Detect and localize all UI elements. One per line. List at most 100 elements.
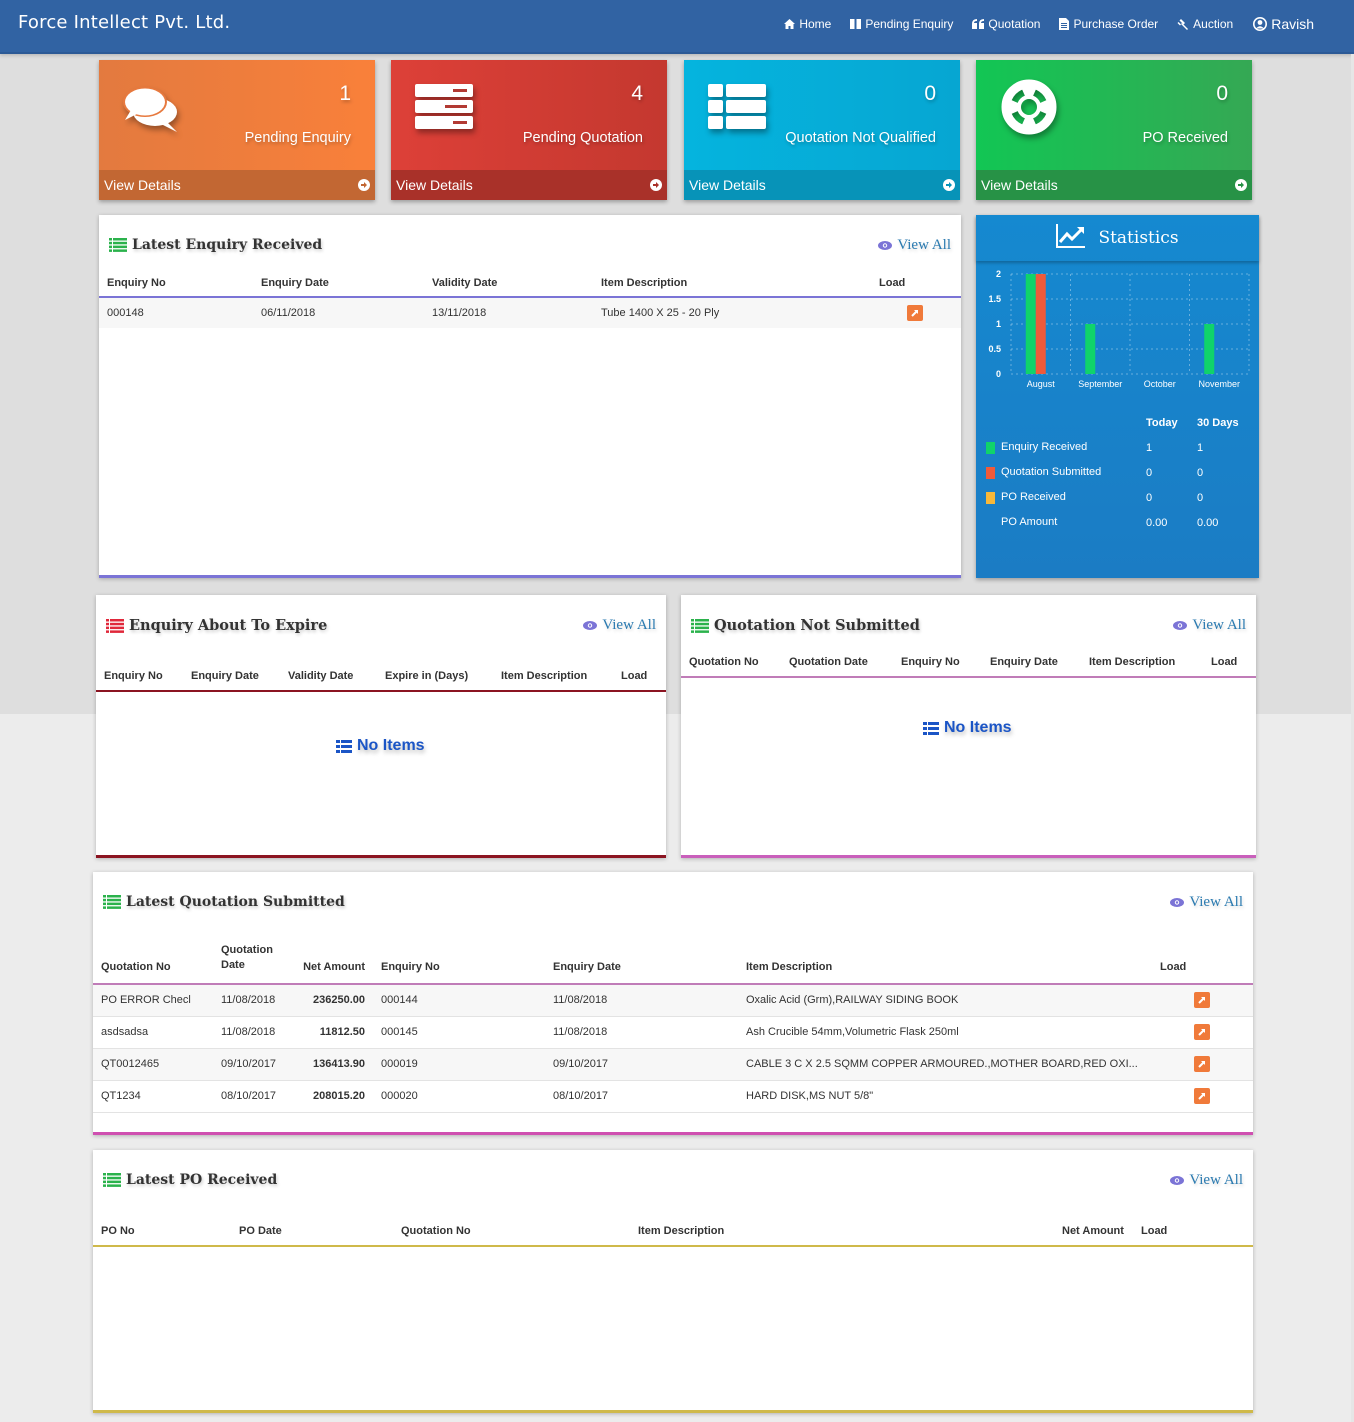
view-details-label: View Details (689, 177, 766, 193)
nav-quotation[interactable]: Quotation (972, 17, 1040, 31)
stats-30days: 0 (1197, 491, 1204, 504)
cell-enquiry-no: 000148 (107, 307, 144, 319)
eye-icon (583, 621, 598, 630)
stats-label: PO Amount (986, 510, 1146, 535)
tile-body: 0 PO Received (976, 60, 1252, 170)
view-all-link[interactable]: View All (878, 237, 951, 254)
view-all-label: View All (602, 617, 656, 633)
cell-enquiry-no: 000144 (381, 994, 418, 1007)
view-all-link[interactable]: View All (583, 617, 656, 634)
cell-item-description: HARD DISK,MS NUT 5/8" (746, 1090, 874, 1102)
cell-quotation-date: 08/10/2017 (221, 1090, 277, 1102)
external-link-icon[interactable] (907, 305, 923, 321)
nav-pending-enquiry[interactable]: Pending Enquiry (850, 17, 953, 31)
view-details-label: View Details (396, 177, 473, 193)
col-net-amount: Net Amount (1062, 1224, 1124, 1237)
cell-enquiry-no: 000020 (381, 1090, 418, 1102)
external-link-icon[interactable] (1194, 1056, 1210, 1072)
user-circle-icon (1253, 17, 1268, 31)
cell-load (1160, 1048, 1253, 1080)
cell-enquiry-date: 11/08/2018 (553, 994, 608, 1007)
table-row: QT1234 08/10/2017 208015.20 000020 08/10/201… (93, 1080, 1253, 1112)
tile-count: 1 (339, 82, 351, 105)
columns-icon (850, 19, 862, 29)
arrow-circle-right-icon (943, 179, 955, 191)
col-enquiry-no: Enquiry No (901, 655, 960, 668)
col-quotation-no: Quotation No (401, 1224, 471, 1237)
cell-item-description: Tube 1400 X 25 - 20 Ply (601, 307, 720, 319)
list-icon (103, 895, 121, 909)
legend-swatch (986, 466, 995, 479)
stats-today: 0 (1146, 491, 1153, 504)
stats-30days: 1 (1197, 441, 1204, 454)
svg-text:September: September (1078, 379, 1122, 389)
tile-pending-quotation: 4 Pending Quotation View Details (391, 60, 667, 200)
user-menu[interactable]: Ravish (1253, 16, 1314, 32)
view-all-label: View All (897, 237, 951, 253)
stats-row-enquiry-received: Enquiry Received 1 1 (986, 435, 1239, 460)
col-quotation-date: Quotation Date (789, 655, 868, 668)
legend-swatch (986, 441, 995, 454)
cell-enquiry-date: 06/11/2018 (261, 307, 316, 319)
server-icon (415, 84, 477, 138)
col-expire-days: Expire in (Days) (385, 669, 469, 682)
gavel-icon (1177, 18, 1189, 30)
col-enquiry-date: Enquiry Date (261, 276, 329, 289)
panel-title: Latest Quotation Submitted (103, 894, 345, 910)
nav-purchase-order-label: Purchase Order (1073, 17, 1159, 31)
view-details-link[interactable]: View Details (684, 170, 960, 200)
no-items-text: No Items (944, 719, 1012, 736)
stats-today: 1 (1146, 441, 1153, 454)
view-all-link[interactable]: View All (1170, 894, 1243, 911)
tile-body: 1 Pending Enquiry (99, 60, 375, 170)
quotation-not-submitted-table: Quotation No Quotation Date Enquiry No E… (681, 647, 1256, 678)
col-validity-date: Validity Date (288, 669, 354, 682)
tile-label: Pending Enquiry (244, 130, 351, 146)
brand-name[interactable]: Force Intellect Pvt. Ltd. (18, 12, 231, 33)
cell-load (879, 297, 961, 328)
top-navbar: Force Intellect Pvt. Ltd. Home Pending E… (0, 0, 1354, 54)
life-ring-icon (1000, 78, 1062, 135)
view-all-link[interactable]: View All (1173, 617, 1246, 634)
svg-text:1: 1 (996, 319, 1001, 329)
no-items-message: No Items (336, 737, 425, 755)
stats-30days: 0 (1197, 466, 1204, 479)
cell-enquiry-date: 09/10/2017 (553, 1058, 609, 1070)
external-link-icon[interactable] (1194, 1088, 1210, 1104)
view-details-link[interactable]: View Details (976, 170, 1252, 200)
table-row: QT0012465 09/10/2017 136413.90 000019 09/10/… (93, 1048, 1253, 1080)
col-load: Load (1211, 655, 1238, 668)
cell-load (1160, 1016, 1253, 1048)
stats-col-blank (986, 410, 1146, 435)
nav-purchase-order[interactable]: Purchase Order (1059, 17, 1158, 31)
nav-home[interactable]: Home (784, 17, 831, 31)
view-details-link[interactable]: View Details (391, 170, 667, 200)
col-po-date: PO Date (239, 1224, 282, 1237)
page-scrollbar[interactable] (1351, 54, 1354, 1422)
tile-quotation-not-qualified: 0 Quotation Not Qualified View Details (684, 60, 960, 200)
tile-label: Pending Quotation (522, 130, 643, 146)
col-enquiry-date: Enquiry Date (191, 669, 259, 682)
list-icon (923, 721, 939, 735)
cell-net-amount: 136413.90 (313, 1058, 365, 1070)
main-nav: Home Pending Enquiry Quotation Purchase … (765, 16, 1314, 32)
tile-count: 4 (631, 82, 643, 105)
cell-quotation-date: 11/08/2018 (221, 994, 276, 1007)
nav-auction[interactable]: Auction (1177, 17, 1233, 31)
view-all-link[interactable]: View All (1170, 1172, 1243, 1189)
col-load: Load (879, 276, 906, 289)
comments-icon (121, 82, 183, 136)
line-chart-icon (1056, 223, 1086, 253)
external-link-icon[interactable] (1194, 1024, 1210, 1040)
view-details-link[interactable]: View Details (99, 170, 375, 200)
panel-title: Quotation Not Submitted (691, 617, 920, 634)
svg-text:August: August (1027, 379, 1056, 389)
svg-text:2: 2 (996, 269, 1001, 279)
stats-30days: 0.00 (1197, 516, 1219, 529)
col-quotation-no: Quotation No (689, 655, 759, 668)
external-link-icon[interactable] (1194, 992, 1210, 1009)
enquiry-expire-panel: Enquiry About To Expire View All Enquiry… (96, 595, 666, 858)
cell-enquiry-date: 08/10/2017 (553, 1090, 609, 1102)
eye-icon (878, 241, 893, 250)
tile-label: PO Received (1142, 130, 1228, 146)
